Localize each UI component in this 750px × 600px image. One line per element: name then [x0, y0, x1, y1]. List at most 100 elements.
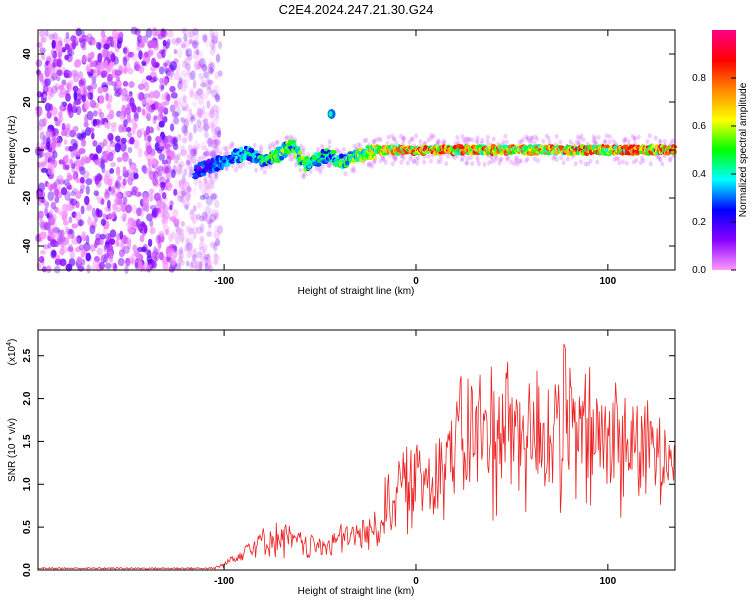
heatmap-noise-dot: [148, 188, 155, 195]
heatmap-noise-dot: [42, 118, 47, 127]
heatmap-noise-dot: [213, 230, 220, 240]
heatmap-noise-dot: [200, 119, 207, 128]
heatmap-noise-dot: [54, 196, 60, 204]
heatmap-halo-dot: [203, 151, 208, 157]
heatmap-halo-dot: [518, 158, 523, 164]
heatmap-noise-dot: [176, 96, 183, 103]
heatmap-noise-dot: [147, 259, 154, 265]
heatmap-halo-dot: [414, 156, 419, 162]
heatmap-halo-dot: [558, 139, 563, 145]
heatmap-noise-dot: [201, 33, 208, 42]
heatmap-halo-dot: [622, 138, 627, 144]
heatmap-halo-dot: [393, 154, 398, 160]
heatmap-noise-dot: [183, 168, 188, 176]
heatmap-halo-dot: [442, 138, 447, 144]
heatmap-noise-dot: [201, 211, 208, 222]
heatmap-noise-dot: [195, 111, 201, 118]
heatmap-noise-dot: [125, 49, 130, 57]
heatmap-noise-dot: [214, 71, 219, 80]
heatmap-halo-dot: [272, 144, 277, 150]
heatmap-noise-dot: [53, 188, 60, 197]
snr-x-tick-label: -100: [214, 576, 234, 587]
heatmap-noise-dot: [59, 247, 65, 256]
heatmap-halo-dot: [207, 173, 212, 179]
heatmap-noise-dot: [164, 99, 170, 106]
heatmap-halo-dot: [418, 139, 423, 145]
heatmap-noise-dot: [138, 50, 143, 60]
heatmap-noise-dot: [158, 146, 165, 152]
figure-title: C2E4.2024.247.21.30.G24: [279, 2, 434, 17]
snr-y-tick-label: 2.5: [22, 348, 33, 362]
heatmap-halo-dot: [320, 143, 325, 149]
heatmap-halo-dot: [352, 168, 357, 174]
heatmap-halo-dot: [274, 140, 279, 145]
heatmap-noise-dot: [190, 259, 198, 269]
heatmap-halo-dot: [362, 138, 367, 144]
heatmap-halo-dot: [622, 137, 627, 143]
heatmap-noise-dot: [106, 73, 113, 82]
heatmap-noise-dot: [212, 117, 219, 127]
heatmap-noise-dot: [75, 177, 81, 184]
heatmap-noise-dot: [210, 124, 218, 135]
heatmap-signal-blob: [292, 143, 297, 147]
heatmap-noise-dot: [80, 85, 85, 94]
heatmap-noise-dot: [149, 91, 155, 99]
heatmap-noise-dot: [70, 35, 77, 43]
heatmap-halo-dot: [409, 136, 414, 142]
heatmap-noise-dot: [187, 172, 192, 178]
colorbar-tick-label: 0.2: [692, 217, 706, 228]
heatmap-noise-dot: [182, 199, 190, 209]
heatmap-noise-dot: [207, 220, 212, 229]
heatmap-noise-dot: [40, 191, 46, 199]
heatmap-noise-dot: [121, 152, 129, 162]
heatmap-noise-dot: [159, 181, 167, 188]
heatmap-noise-dot: [181, 190, 187, 196]
heatmap-noise-dot: [173, 116, 180, 125]
heatmap-noise-dot: [141, 98, 146, 105]
heatmap-noise-dot: [180, 79, 187, 84]
heatmap-noise-dot: [95, 144, 103, 154]
heatmap-isolated-blob-core: [328, 111, 333, 117]
heatmap-noise-dot: [133, 251, 140, 257]
heatmap-noise-dot: [90, 81, 98, 90]
heatmap-noise-dot: [147, 135, 152, 143]
heatmap-ticks: -100 0 100 40 20 0 -20 -40: [22, 30, 675, 287]
heatmap-noise-dot: [102, 213, 107, 219]
heatmap-noise-dot: [164, 164, 172, 174]
heatmap-noise-dot: [214, 200, 220, 208]
heatmap-noise-dot: [42, 265, 47, 273]
heatmap-noise-dot: [185, 237, 190, 248]
heatmap-halo-dot: [489, 159, 494, 165]
heatmap-noise-dot: [182, 94, 187, 103]
heatmap-noise-dot: [158, 251, 164, 261]
heatmap-halo-dot: [386, 134, 391, 140]
heatmap-halo-dot: [222, 145, 227, 151]
heatmap-noise-dot: [44, 78, 51, 87]
heatmap-halo-dot: [209, 151, 214, 157]
heatmap-noise-dot: [209, 109, 215, 119]
heatmap-noise-dot: [196, 143, 201, 150]
heatmap-noise-dot: [139, 127, 145, 135]
heatmap-noise-dot: [130, 26, 138, 35]
heatmap-noise-dot: [54, 137, 61, 144]
heatmap-halo-dot: [436, 138, 441, 144]
heatmap-noise-dot: [205, 79, 212, 86]
heatmap-noise-dot: [102, 151, 107, 160]
heatmap-noise-dot: [153, 90, 161, 99]
heatmap-noise-dot: [92, 140, 98, 147]
heatmap-noise-dot: [175, 164, 183, 173]
heatmap-noise-dot: [155, 234, 161, 244]
heatmap-noise-dot: [127, 177, 132, 184]
heatmap-noise-dot: [107, 36, 114, 42]
snr-panel: -100 0 100 0.0 0.5 1.0 1.5 2.0 2.5 Height of str…: [6, 329, 676, 597]
heatmap-halo-dot: [318, 169, 323, 175]
heatmap-halo-dot: [514, 159, 519, 164]
heatmap-halo-dot: [301, 174, 306, 180]
heatmap-halo-dot: [632, 136, 637, 142]
heatmap-halo-dot: [369, 163, 374, 169]
heatmap-noise-dot: [177, 153, 181, 161]
heatmap-halo-dot: [470, 161, 475, 167]
heatmap-noise-dot: [202, 243, 208, 253]
heatmap-noise-dot: [214, 94, 220, 101]
heatmap-noise-dot: [116, 242, 123, 248]
